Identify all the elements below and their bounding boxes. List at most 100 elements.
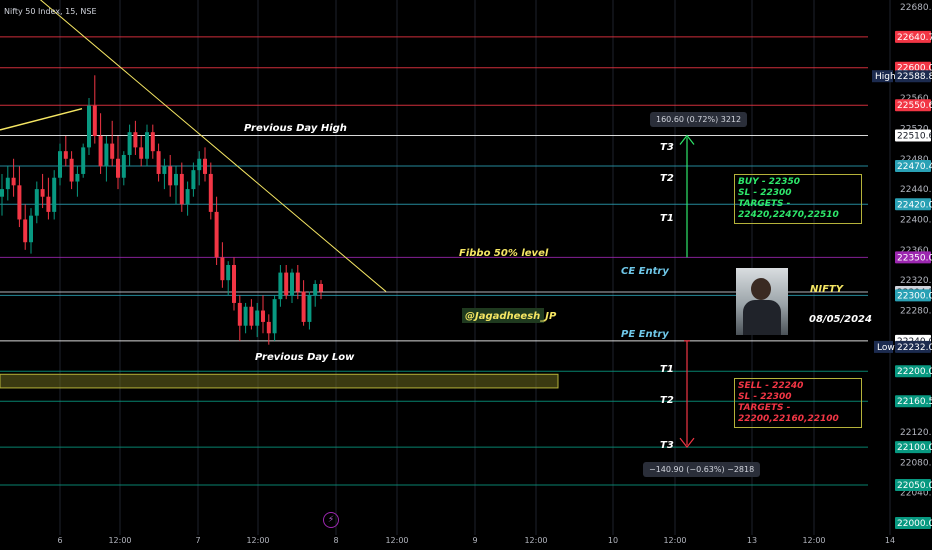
candle-body	[179, 173, 184, 205]
annotation-t3-down: T3	[660, 440, 674, 451]
price-level-tag-label: 22000.00	[897, 519, 932, 529]
annotation-nifty: NIFTY	[810, 284, 845, 295]
y-axis-tick-label: 22480.00	[900, 155, 932, 165]
x-axis-tick-label: 14	[885, 536, 895, 545]
annotation-t3-up: T3	[660, 142, 674, 153]
price-level-tag	[895, 340, 931, 353]
candle-body	[191, 170, 196, 190]
candle-body	[5, 177, 10, 190]
candle-body	[150, 132, 155, 152]
sell-entry: SELL - 22240	[738, 381, 804, 391]
candle-body	[226, 265, 231, 281]
candle-body	[23, 219, 28, 243]
candle-body	[214, 211, 219, 258]
x-axis-tick-label: 6	[57, 536, 62, 545]
price-level-tag-label: 22588.80	[897, 72, 932, 82]
trendline-main	[39, 0, 387, 292]
y-axis-tick-label: 22440.00	[900, 185, 932, 195]
price-level-tag-label: 22350.00	[897, 253, 932, 263]
price-level-tag	[895, 129, 931, 142]
price-level-tag-label: 22050.00	[897, 481, 932, 491]
y-axis-tick-label: 22280.00	[900, 307, 932, 317]
candle-body	[284, 272, 289, 296]
candle-body	[11, 177, 16, 186]
price-level-tag	[895, 30, 931, 43]
candle-body	[266, 321, 271, 334]
candle-body	[0, 189, 4, 197]
candle-body	[98, 136, 103, 167]
x-axis-tick-label: 12:00	[108, 536, 131, 545]
y-axis-tick-label: 22520.00	[900, 124, 932, 134]
price-level-tag	[895, 160, 931, 173]
candle-body	[17, 185, 22, 220]
annotation-prev-day-high: Previous Day High	[244, 123, 347, 134]
x-axis-tick-label: 13	[747, 536, 757, 545]
high-tag	[872, 70, 893, 83]
measure-up-label: 160.60 (0.72%) 3212	[650, 112, 748, 127]
y-axis-tick-label: 22560.00	[900, 94, 932, 104]
candle-body	[104, 143, 109, 167]
x-axis-tick-label: 12:00	[524, 536, 547, 545]
price-level-tag	[895, 365, 931, 378]
candle-body	[75, 173, 80, 182]
price-level-tag	[895, 289, 931, 302]
sell-sl: SL - 22300	[738, 392, 792, 402]
candle-body	[133, 132, 138, 148]
price-level-tag	[895, 517, 931, 529]
candle-body	[232, 265, 236, 303]
candle-body	[46, 196, 51, 212]
price-level-tag-label: 22420.00	[897, 200, 932, 210]
candle-body	[92, 105, 97, 136]
measure-down-label: −140.90 (−0.63%) −2818	[643, 462, 761, 477]
candle-body	[295, 272, 300, 292]
annotation-t1-down: T1	[660, 364, 674, 375]
buy-targets: TARGETS - 22420,22470,22510	[738, 199, 839, 220]
candle-body	[203, 158, 207, 174]
annotation-prev-day-low: Previous Day Low	[255, 352, 355, 363]
candle-body	[162, 166, 167, 174]
x-axis-tick-label: 10	[608, 536, 618, 545]
candle-body	[127, 132, 132, 155]
candle-body	[290, 272, 294, 296]
price-level-tag-label: 22510.60	[897, 132, 932, 142]
annotation-handle: @Jagadheesh_JP	[465, 311, 557, 322]
author-avatar	[736, 268, 788, 335]
candle-body	[255, 310, 260, 326]
candle-body	[63, 151, 68, 159]
annotation-t2-down: T2	[660, 395, 674, 406]
high-tag-label: High	[875, 72, 896, 82]
price-level-tag	[895, 70, 931, 83]
price-level-tag-label: 22550.60	[897, 101, 932, 111]
candle-body	[261, 310, 265, 322]
candle-body	[168, 166, 173, 186]
measure-up-arrowhead	[679, 134, 695, 145]
candle-body	[87, 105, 91, 148]
candle-body	[156, 151, 161, 174]
price-level-tag	[895, 198, 931, 211]
x-axis-tick-label: 12:00	[246, 536, 269, 545]
y-axis-tick-label: 22320.00	[900, 276, 932, 286]
x-axis-tick-label: 12:00	[663, 536, 686, 545]
lightning-icon[interactable]: ⚡	[323, 512, 339, 528]
candle-body	[69, 158, 74, 182]
price-level-tag-label: 22100.05	[897, 443, 932, 453]
sell-setup-box: SELL - 22240 SL - 22300 TARGETS - 22200,…	[734, 378, 862, 428]
candle-body	[116, 158, 120, 178]
candle-body	[307, 295, 312, 322]
y-axis-tick-label: 22120.00	[900, 428, 932, 438]
candle-body	[81, 147, 86, 174]
y-axis-tick-label: 22040.00	[900, 489, 932, 499]
price-level-tag	[895, 99, 931, 112]
y-axis-tick-label: 22360.00	[900, 246, 932, 256]
candle-body	[40, 189, 45, 197]
candle-body	[29, 215, 33, 243]
support-zone	[0, 373, 559, 389]
low-tag-label: Low	[877, 343, 895, 353]
annotation-date: 08/05/2024	[809, 314, 872, 325]
candle-body	[249, 306, 254, 326]
candle-body	[278, 272, 283, 300]
x-axis-tick-label: 8	[333, 536, 338, 545]
x-axis-tick-label: 12:00	[802, 536, 825, 545]
